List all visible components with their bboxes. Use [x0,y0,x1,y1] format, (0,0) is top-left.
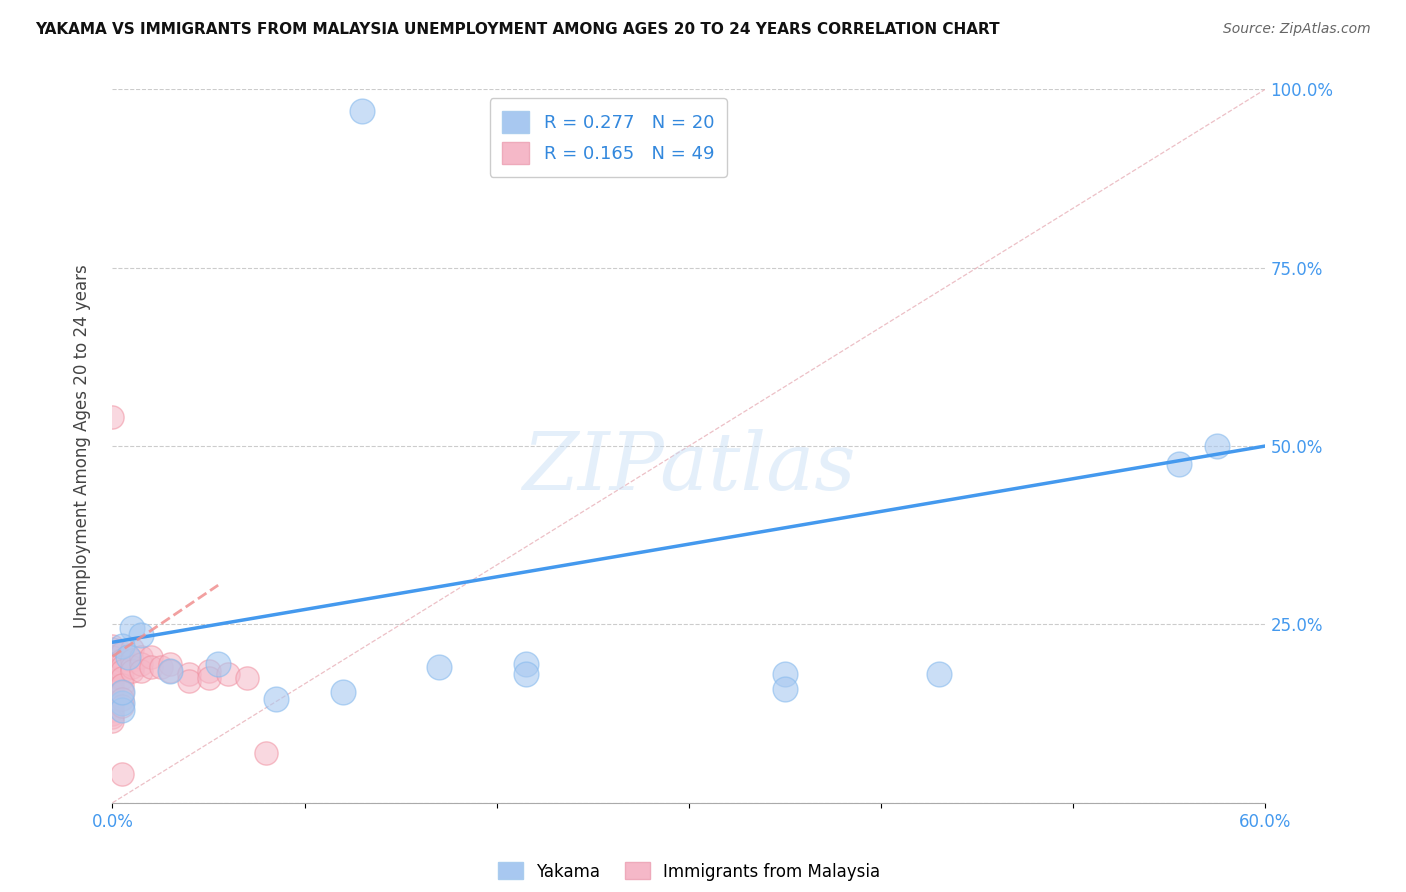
Point [236,671,259,685]
Point [111,639,134,653]
Point [101,689,124,703]
Text: Source: ZipAtlas.com: Source: ZipAtlas.com [1223,22,1371,37]
Point [101,703,124,717]
Point [129,657,153,671]
Point [111,660,134,674]
Point [928,667,950,681]
Point [111,685,134,699]
Point [111,696,134,710]
Point [217,667,239,681]
Point [111,703,134,717]
Point [101,681,124,696]
Point [1206,439,1229,453]
Point [207,657,229,671]
Point [101,696,124,710]
Point [179,667,201,681]
Point [332,685,354,699]
Point [159,664,181,678]
Text: YAKAMA VS IMMIGRANTS FROM MALAYSIA UNEMPLOYMENT AMONG AGES 20 TO 24 YEARS CORREL: YAKAMA VS IMMIGRANTS FROM MALAYSIA UNEMP… [35,22,1000,37]
Point [352,103,374,118]
Point [101,664,124,678]
Point [111,767,134,781]
Point [121,653,143,667]
Point [101,674,124,689]
Point [149,660,172,674]
Point [159,664,181,678]
Point [179,674,201,689]
Point [111,653,134,667]
Point [264,692,287,706]
Point [101,706,124,721]
Point [159,657,181,671]
Point [515,657,537,671]
Point [773,681,796,696]
Point [197,664,219,678]
Point [121,664,143,678]
Point [101,714,124,728]
Point [101,649,124,664]
Point [101,639,124,653]
Point [197,671,219,685]
Point [121,660,143,674]
Point [101,692,124,706]
Point [129,649,153,664]
Point [111,692,134,706]
Point [111,678,134,692]
Point [101,410,124,425]
Point [101,671,124,685]
Point [111,671,134,685]
Point [139,660,162,674]
Point [101,685,124,699]
Point [773,667,796,681]
Point [427,660,450,674]
Point [101,678,124,692]
Point [111,646,134,660]
Point [111,685,134,699]
Point [101,642,124,657]
Point [101,657,124,671]
Point [101,667,124,681]
Point [111,664,134,678]
Point [121,621,143,635]
Legend: Yakama, Immigrants from Malaysia: Yakama, Immigrants from Malaysia [491,855,887,888]
Point [129,628,153,642]
Point [254,746,277,760]
Point [111,699,134,714]
Point [515,667,537,681]
Point [139,649,162,664]
Point [121,642,143,657]
Point [117,649,139,664]
Point [1167,457,1189,471]
Y-axis label: Unemployment Among Ages 20 to 24 years: Unemployment Among Ages 20 to 24 years [73,264,91,628]
Point [101,699,124,714]
Text: ZIPatlas: ZIPatlas [522,429,856,506]
Point [101,710,124,724]
Point [129,664,153,678]
